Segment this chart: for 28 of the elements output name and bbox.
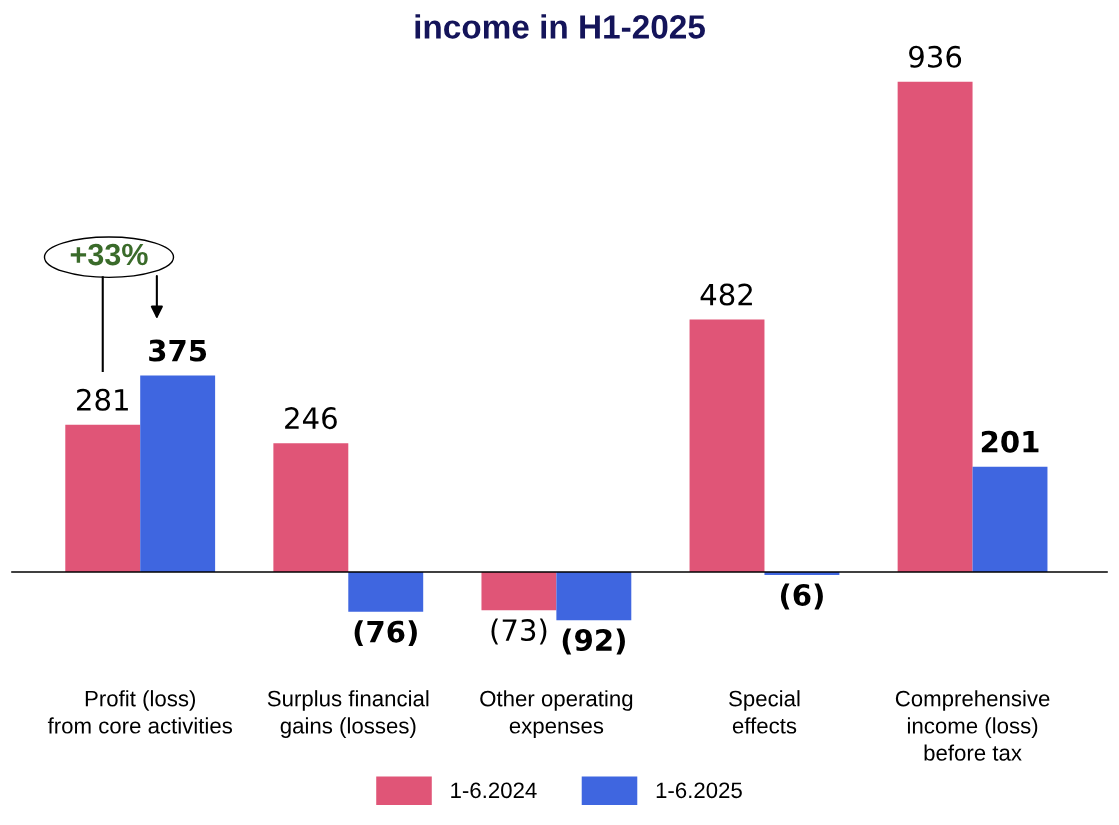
bar bbox=[481, 571, 557, 611]
data-label: 281 bbox=[77, 388, 128, 411]
data-label: 375 bbox=[149, 339, 207, 362]
bar bbox=[897, 81, 973, 572]
x-tick-label: Comprehensive income (loss) before tax bbox=[895, 690, 1050, 761]
data-label: 201 bbox=[981, 430, 1039, 453]
bar bbox=[273, 443, 349, 572]
x-tick-label: Profit (loss) from core activities bbox=[47, 690, 233, 734]
bar bbox=[348, 571, 424, 612]
data-label: 482 bbox=[700, 283, 752, 306]
x-tick-label: Other operating expenses bbox=[480, 690, 633, 739]
legend-label: 1-6.2024 bbox=[451, 782, 537, 799]
data-label: (76) bbox=[354, 620, 417, 647]
x-tick-label: Surplus financial gains (losses) bbox=[267, 690, 429, 739]
bar bbox=[689, 319, 765, 572]
legend-label: 1-6.2025 bbox=[656, 782, 742, 799]
x-tick-label: Special effects bbox=[729, 690, 800, 734]
chart-title: income in H1-2025 bbox=[415, 14, 705, 39]
data-label: 936 bbox=[909, 45, 962, 68]
bar bbox=[140, 375, 216, 572]
bar bbox=[556, 571, 632, 621]
data-label: 246 bbox=[285, 407, 337, 430]
data-label: (92) bbox=[562, 628, 625, 655]
annotation: +33% bbox=[70, 243, 148, 266]
bar bbox=[65, 424, 141, 572]
data-label: (73) bbox=[491, 618, 547, 645]
bar bbox=[972, 466, 1048, 572]
data-label: (6) bbox=[780, 583, 823, 610]
